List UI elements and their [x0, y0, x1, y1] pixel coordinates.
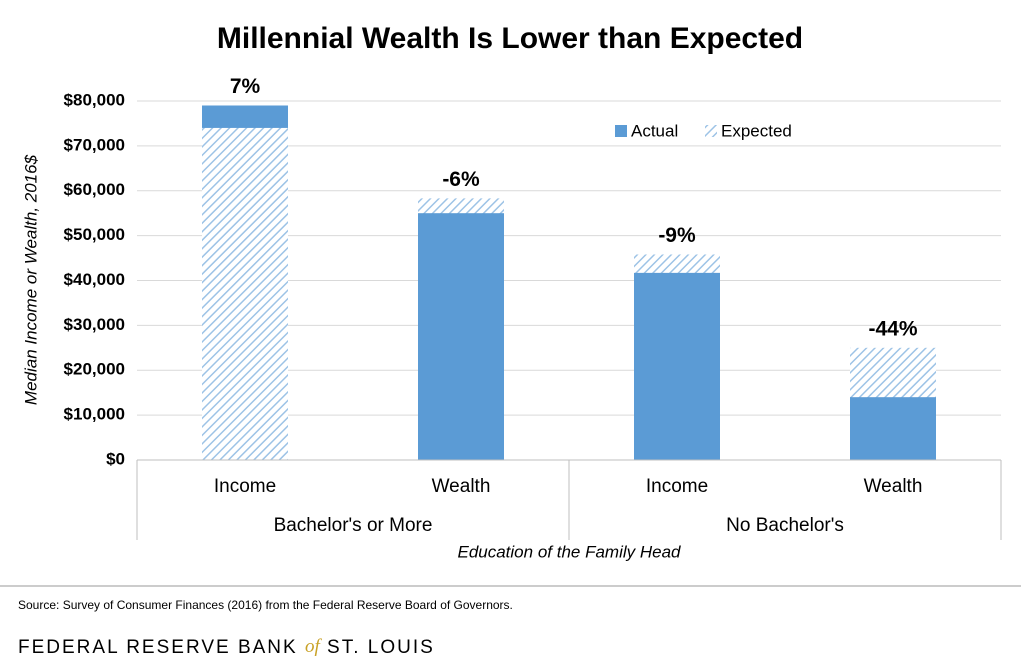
y-tick-label: $40,000	[64, 270, 125, 289]
bar-actual	[418, 213, 504, 460]
annotation: -44%	[868, 317, 917, 340]
legend-swatch	[705, 125, 717, 137]
y-tick-label: $60,000	[64, 180, 125, 199]
x-axis-title: Education of the Family Head	[457, 542, 681, 561]
chart-title: Millennial Wealth Is Lower than Expected	[217, 22, 803, 55]
annotation: -9%	[658, 224, 696, 247]
brand-right: ST. LOUIS	[327, 637, 435, 658]
brand-left: FEDERAL RESERVE BANK	[18, 637, 298, 658]
y-tick-label: $50,000	[64, 225, 125, 244]
legend-swatch	[615, 125, 627, 137]
source: Source: Survey of Consumer Finances (201…	[18, 598, 513, 612]
y-tick-label: $0	[106, 449, 125, 468]
y-tick-label: $10,000	[64, 405, 125, 424]
brand: FEDERAL RESERVE BANK of ST. LOUIS	[18, 636, 435, 658]
y-axis-title: Median Income or Wealth, 2016$	[21, 154, 40, 405]
bar-actual	[634, 272, 720, 460]
annotation: -6%	[442, 168, 480, 191]
annotation: 7%	[230, 75, 261, 98]
legend-label: Expected	[721, 121, 792, 140]
x-tick-label: Income	[214, 476, 276, 497]
group-label: No Bachelor's	[726, 515, 844, 536]
x-tick-label: Wealth	[432, 476, 491, 497]
y-tick-label: $30,000	[64, 315, 125, 334]
y-tick-label: $20,000	[64, 360, 125, 379]
x-tick-label: Income	[646, 476, 708, 497]
plot: $0 $10,000 $20,000 $30,000 $40,000 $50,000 $60…	[64, 75, 1002, 540]
bar-expected	[202, 127, 288, 461]
y-tick-label: $80,000	[64, 90, 125, 109]
x-tick-label: Wealth	[864, 476, 923, 497]
bar-actual	[850, 397, 936, 460]
group-label: Bachelor's or More	[274, 515, 433, 536]
legend-label: Actual	[631, 121, 678, 140]
y-tick-label: $70,000	[64, 135, 125, 154]
brand-of: of	[305, 636, 323, 657]
